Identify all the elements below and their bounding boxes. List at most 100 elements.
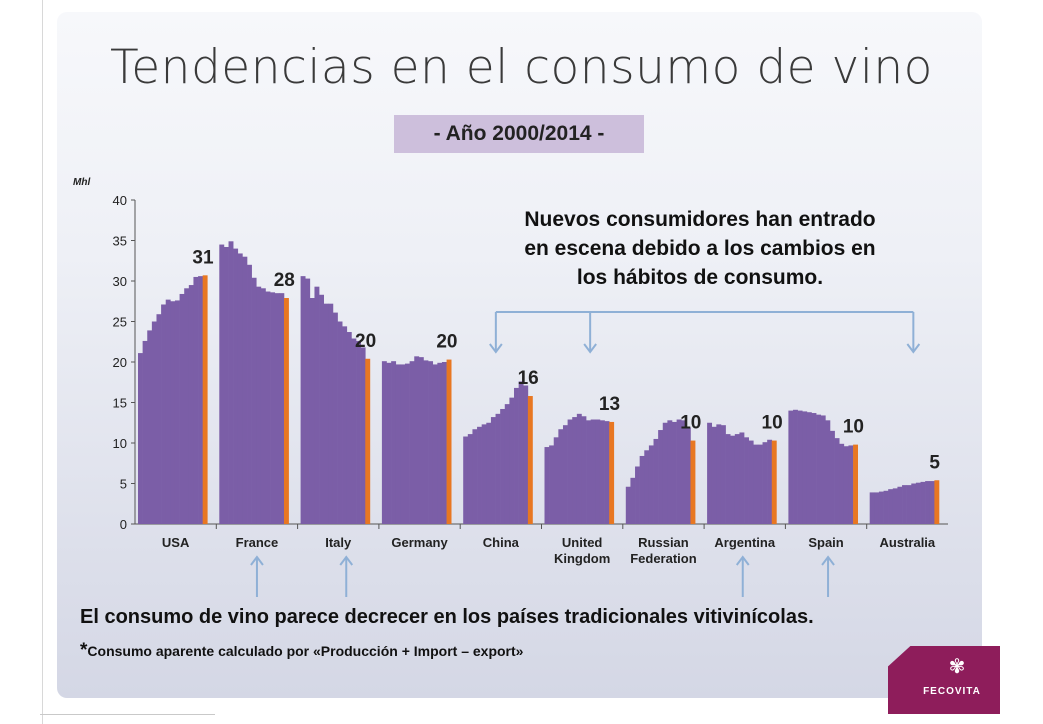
arrow-up-italy (339, 555, 354, 597)
bar (202, 275, 208, 524)
y-tick-label: 15 (113, 396, 127, 411)
bar (753, 444, 759, 524)
category-label: United (562, 535, 603, 550)
bar (635, 466, 640, 524)
bar (346, 332, 352, 524)
footnote-text: Consumo aparente calculado por «Producci… (87, 643, 524, 659)
bar (270, 292, 276, 524)
bar-group-italy (300, 276, 371, 524)
bar (309, 298, 315, 524)
data-label: 10 (762, 413, 783, 434)
bar (495, 413, 501, 524)
bar (716, 424, 722, 524)
bar (853, 444, 858, 524)
bar (869, 492, 875, 524)
bar (170, 301, 176, 524)
bar (188, 285, 194, 524)
arrow-down-united-kingdom (583, 312, 597, 354)
bar (147, 330, 153, 524)
bar (247, 264, 252, 524)
arrow-up-spain (821, 555, 835, 597)
arrow-head (583, 343, 597, 354)
bar (929, 481, 935, 524)
arrow-head (821, 555, 835, 566)
data-label: 20 (436, 332, 457, 353)
bar (518, 381, 524, 524)
page-bottom-line (40, 714, 215, 715)
bar (911, 483, 917, 524)
arrow-head (735, 555, 750, 566)
bar (558, 429, 564, 524)
bar (839, 443, 845, 524)
bar (744, 437, 749, 524)
callout-top-line-2: en escena debido a los cambios en (524, 237, 876, 260)
bar (707, 422, 713, 524)
bar (748, 440, 754, 524)
bar (906, 485, 912, 524)
bar (771, 440, 777, 524)
category-label: USA (162, 535, 190, 550)
logo-text: FECOVITA (923, 686, 981, 697)
bar (762, 442, 768, 524)
bar (279, 293, 285, 524)
bar (274, 293, 280, 524)
bar-group-russian-federation (625, 419, 696, 524)
bar (400, 364, 406, 524)
bar (590, 419, 596, 524)
bar (423, 360, 429, 524)
bar (625, 486, 631, 524)
data-label: 13 (599, 394, 620, 415)
bar (915, 482, 921, 524)
bar (472, 429, 478, 524)
category-label: Kingdom (554, 551, 610, 566)
bar (184, 288, 190, 524)
arrow-down-australia (906, 312, 921, 354)
bar (767, 439, 773, 524)
bar (843, 446, 849, 524)
bar (788, 410, 794, 524)
bar (576, 413, 582, 524)
bar (567, 419, 573, 524)
bar (228, 241, 234, 524)
bar (391, 361, 397, 524)
callout-traditional-decline: El consumo de vino parece decrecer en lo… (80, 606, 814, 628)
bar (161, 304, 167, 524)
bar-group-china (463, 381, 533, 524)
bar-group-france (219, 241, 289, 525)
bar (586, 420, 591, 524)
bar (198, 276, 203, 524)
bar (237, 253, 243, 524)
bar (644, 450, 650, 524)
bar (395, 364, 401, 524)
slide-title: Tendencias en el consumo de vino (110, 40, 933, 95)
bar (599, 420, 605, 524)
slide-subtitle: - Año 2000/2014 - (394, 115, 644, 153)
bar (142, 340, 148, 524)
bar (138, 353, 143, 524)
bar (314, 286, 320, 524)
footnote-star: * (80, 640, 88, 661)
data-label: 10 (843, 417, 864, 438)
bar (878, 491, 884, 524)
bar (681, 420, 687, 524)
bar-group-germany (381, 356, 452, 524)
bar (553, 437, 559, 524)
bar (630, 477, 636, 524)
bar (562, 425, 568, 524)
bar (802, 411, 808, 524)
bar (676, 419, 682, 524)
bar (428, 361, 434, 524)
bar (888, 489, 894, 524)
fecovita-logo (888, 646, 1000, 714)
bar (648, 445, 654, 524)
y-tick-label: 30 (113, 274, 127, 289)
bar (467, 434, 473, 524)
y-tick-label: 5 (120, 477, 127, 492)
bar (260, 288, 266, 524)
category-label: Italy (325, 535, 352, 550)
category-label: Federation (630, 551, 697, 566)
data-label: 16 (518, 368, 539, 389)
bar-group-australia (869, 480, 940, 524)
arrow-down-china (489, 312, 503, 354)
